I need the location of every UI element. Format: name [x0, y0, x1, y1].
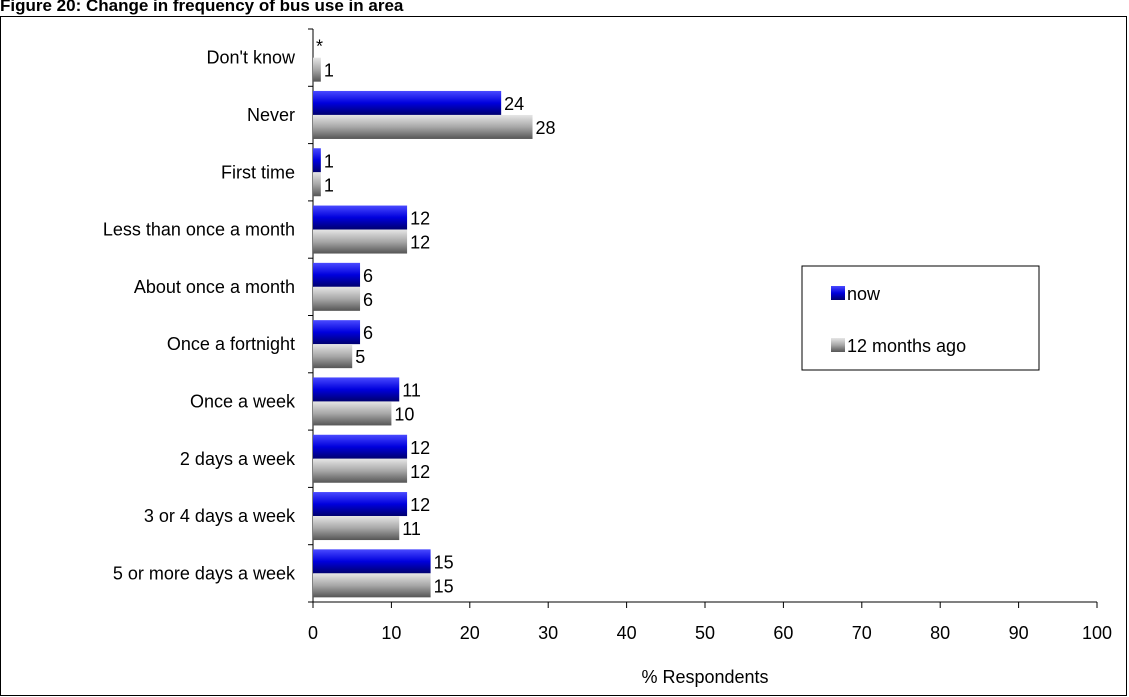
- data-label: 12: [410, 209, 430, 229]
- bar-now: [313, 148, 321, 173]
- data-label: 6: [363, 290, 373, 310]
- data-label: 12: [410, 462, 430, 482]
- chart-legend: now 12 months ago: [801, 265, 1040, 371]
- data-label: 1: [324, 175, 334, 195]
- bar-12-months-ago: [313, 401, 392, 426]
- data-label: 12: [410, 495, 430, 515]
- bar-now: [313, 549, 431, 574]
- x-tick-label: 50: [695, 623, 715, 643]
- x-axis-label: % Respondents: [641, 667, 768, 687]
- bar-12-months-ago: [313, 229, 408, 254]
- x-tick-label: 20: [460, 623, 480, 643]
- category-label: About once a month: [134, 277, 295, 297]
- x-tick-label: 10: [381, 623, 401, 643]
- bar-12-months-ago: [313, 344, 353, 369]
- category-label: Once a week: [190, 391, 296, 411]
- bar-12-months-ago: [313, 573, 431, 598]
- bar-12-months-ago: [313, 57, 321, 82]
- data-label: 12: [410, 233, 430, 253]
- bar-now: [313, 320, 361, 345]
- data-label: 6: [363, 266, 373, 286]
- x-tick-label: 60: [773, 623, 793, 643]
- category-label: First time: [221, 162, 295, 182]
- data-label: 10: [394, 404, 414, 424]
- x-tick-label: 100: [1082, 623, 1112, 643]
- data-label: 1: [324, 151, 334, 171]
- axes: 0 10 20 30 40 50 60 70 80 90 100 % Respondents Don't…: [103, 28, 1112, 687]
- legend-swatch: [831, 286, 845, 300]
- category-label: Once a fortnight: [167, 334, 295, 354]
- bar-12-months-ago: [313, 286, 361, 311]
- data-label: *: [316, 37, 323, 57]
- x-tick-label: 30: [538, 623, 558, 643]
- x-tick-label: 40: [617, 623, 637, 643]
- data-label: 15: [434, 552, 454, 572]
- data-label: 11: [402, 380, 421, 400]
- data-label: 12: [410, 438, 430, 458]
- data-label: 11: [402, 519, 421, 539]
- category-label: 5 or more days a week: [113, 563, 296, 583]
- category-label: Less than once a month: [103, 220, 295, 240]
- bar-12-months-ago: [313, 458, 408, 483]
- bars: * 24 1 12 6 6 11 12 12 15 1 28 1 12 6 5 10 12 11 15: [313, 37, 556, 598]
- data-label: 6: [363, 323, 373, 343]
- x-tick-label: 70: [852, 623, 872, 643]
- legend-swatch: [831, 338, 845, 352]
- legend-box: [801, 265, 1040, 371]
- category-label: 2 days a week: [180, 449, 296, 469]
- x-tick-label: 80: [930, 623, 950, 643]
- bar-12-months-ago: [313, 516, 400, 541]
- bar-now: [313, 377, 400, 402]
- bar-now: [313, 434, 408, 459]
- data-label: 15: [434, 576, 454, 596]
- bar-12-months-ago: [313, 172, 321, 197]
- legend-label: now: [847, 284, 881, 304]
- x-tick-label: 90: [1009, 623, 1029, 643]
- legend-label: 12 months ago: [847, 336, 966, 356]
- bar-now: [313, 90, 502, 115]
- data-label: 28: [536, 118, 556, 138]
- category-label: Don't know: [207, 48, 296, 68]
- category-label: 3 or 4 days a week: [144, 506, 296, 526]
- data-label: 1: [324, 61, 334, 81]
- x-tick-label: 0: [308, 623, 318, 643]
- data-label: 5: [355, 347, 365, 367]
- data-label: 24: [504, 94, 524, 114]
- bar-now: [313, 205, 408, 230]
- chart-frame: [0, 16, 1127, 696]
- figure-title: Figure 20: Change in frequency of bus us…: [0, 0, 404, 15]
- bar-now: [313, 262, 361, 287]
- category-label: Never: [247, 105, 295, 125]
- bar-now: [313, 492, 408, 517]
- bar-12-months-ago: [313, 114, 533, 139]
